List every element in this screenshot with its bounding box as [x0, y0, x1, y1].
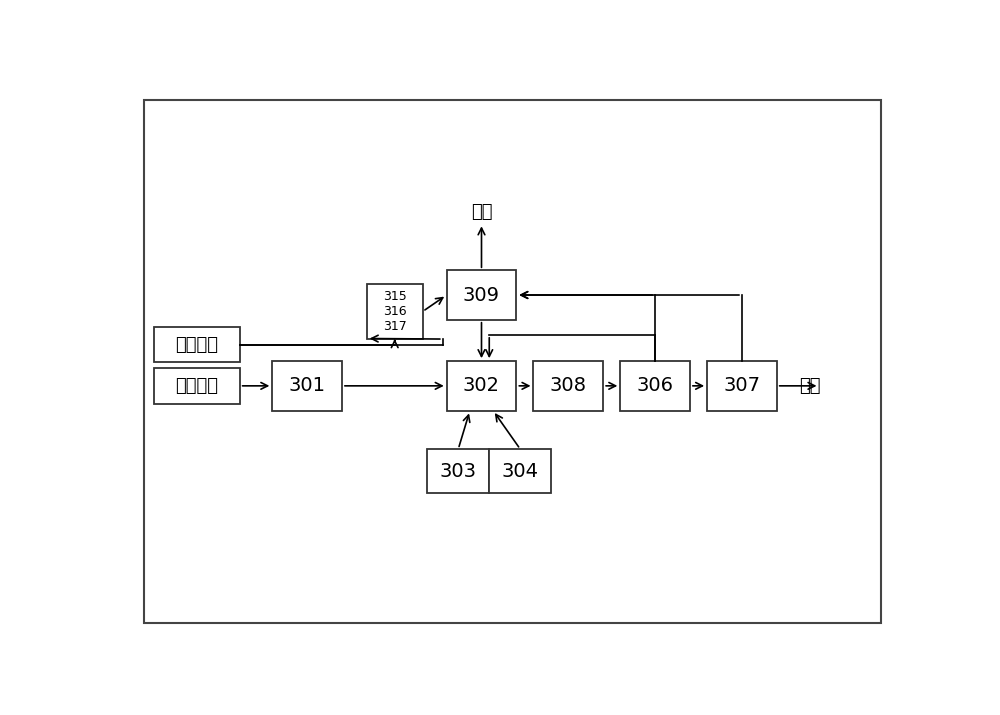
Bar: [272, 361, 342, 410]
Text: 306: 306: [637, 376, 674, 395]
Text: 301: 301: [289, 376, 326, 395]
Text: 大气: 大气: [471, 202, 492, 221]
Bar: [620, 361, 690, 410]
Bar: [427, 449, 489, 493]
Text: 产品: 产品: [799, 377, 821, 395]
Text: 尿素溶液: 尿素溶液: [176, 377, 219, 395]
Text: 308: 308: [550, 376, 587, 395]
Bar: [447, 270, 516, 320]
Bar: [154, 368, 240, 404]
Bar: [367, 284, 423, 339]
Text: 甲醉溶液: 甲醉溶液: [176, 335, 219, 353]
Text: 315
316
317: 315 316 317: [383, 290, 407, 333]
Bar: [447, 361, 516, 410]
Bar: [533, 361, 603, 410]
Text: 309: 309: [463, 285, 500, 305]
Text: 307: 307: [723, 376, 760, 395]
Text: 304: 304: [502, 462, 539, 480]
Bar: [707, 361, 777, 410]
Bar: [489, 449, 551, 493]
Bar: [154, 327, 240, 363]
Text: 303: 303: [440, 462, 477, 480]
Text: 302: 302: [463, 376, 500, 395]
